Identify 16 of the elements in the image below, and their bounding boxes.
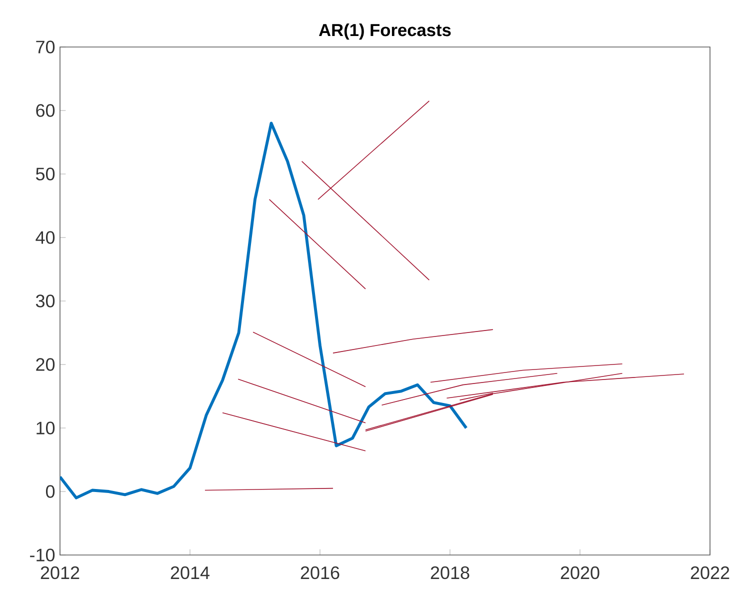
x-tick-label: 2014	[170, 566, 210, 580]
y-tick-label: 10	[36, 422, 55, 434]
x-tick-label: 2018	[430, 566, 470, 580]
y-tick-label: 60	[36, 104, 55, 117]
y-tick-label: 40	[36, 231, 55, 244]
y-tick-label: -10	[30, 548, 55, 562]
y-tick-label: 70	[36, 40, 55, 54]
y-tick-label: 50	[36, 168, 55, 180]
y-tick-label: 20	[36, 358, 55, 371]
chart-title: AR(1) Forecasts	[318, 23, 451, 40]
x-tick-label: 2016	[300, 566, 340, 580]
x-tick-label: 2022	[690, 566, 730, 580]
y-tick-label: 30	[36, 294, 55, 308]
x-tick-label: 2020	[560, 566, 600, 580]
y-tick-label: 0	[46, 485, 55, 498]
x-tick-label: 2012	[40, 566, 80, 580]
